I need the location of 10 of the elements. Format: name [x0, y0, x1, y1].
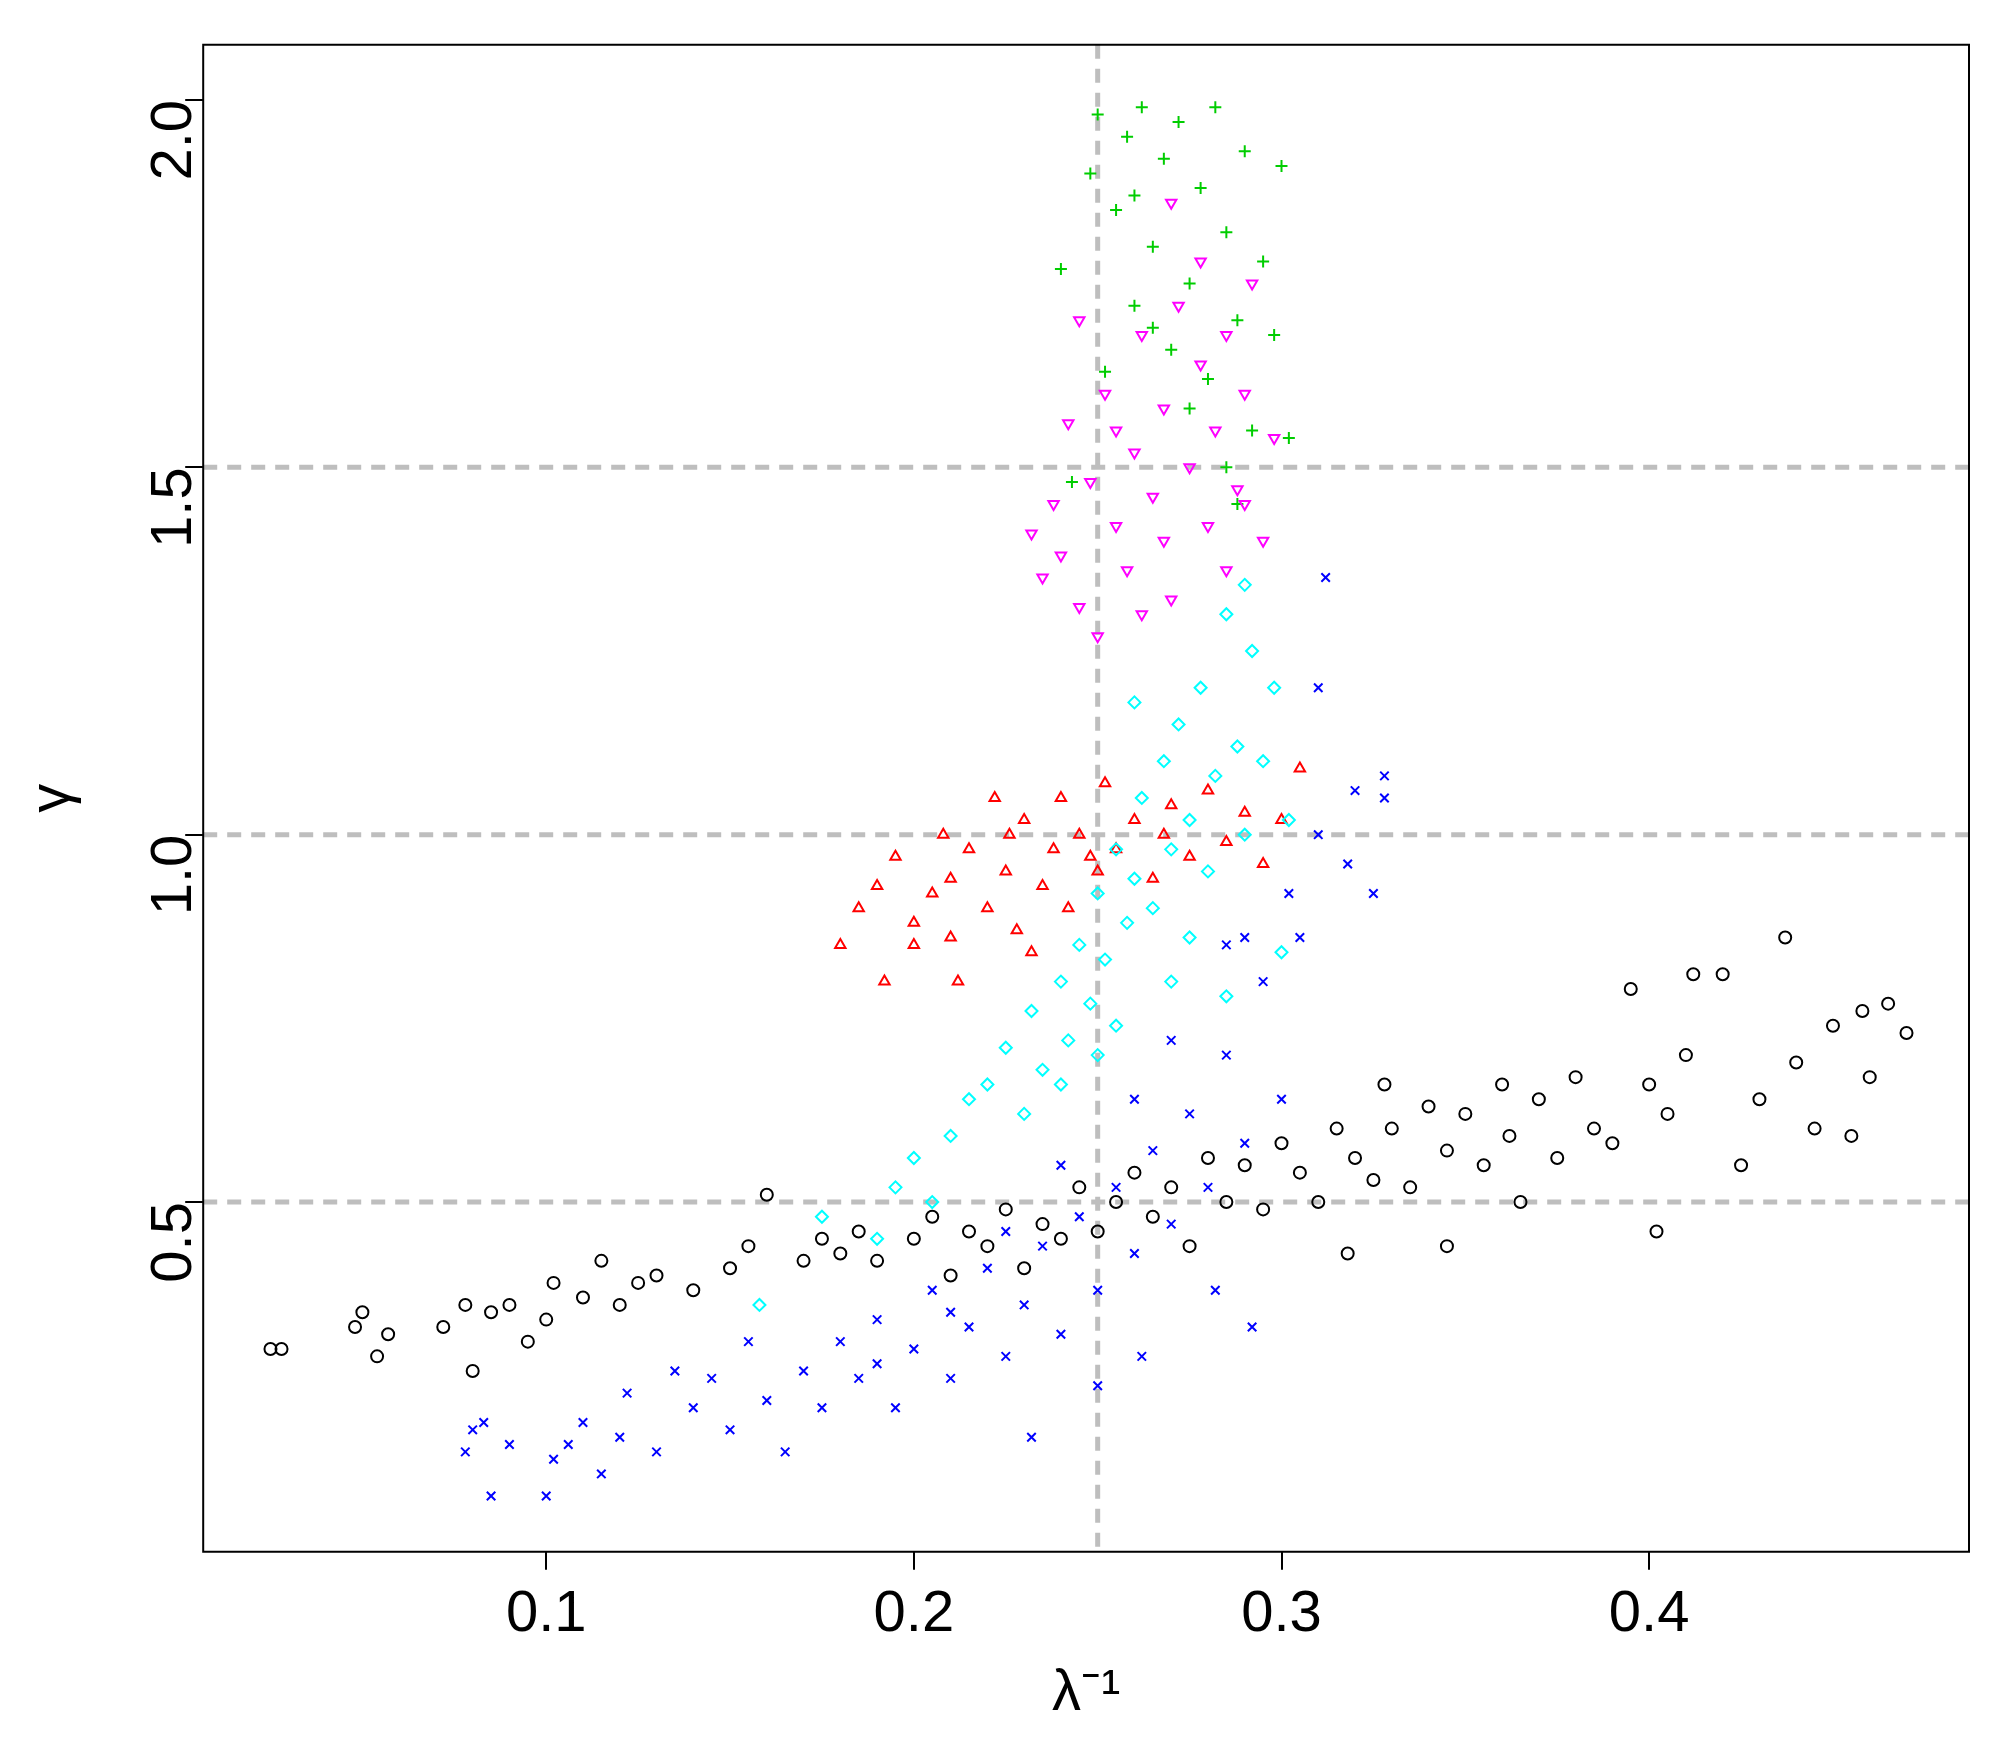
x-tick-label: 0.4 [1608, 1577, 1690, 1643]
y-tick-label: 1.5 [138, 467, 204, 548]
x-tick-label: 0.2 [873, 1577, 955, 1643]
x-axis-title: λ⁻¹ [1051, 1657, 1121, 1723]
y-axis-title: γ [15, 783, 81, 813]
x-tick-label: 0.3 [1241, 1577, 1322, 1643]
x-tick-label: 0.1 [505, 1577, 587, 1643]
y-tick-label: 1.0 [138, 834, 204, 916]
y-tick-label: 0.5 [138, 1202, 204, 1283]
y-tick-label: 2.0 [138, 99, 204, 181]
